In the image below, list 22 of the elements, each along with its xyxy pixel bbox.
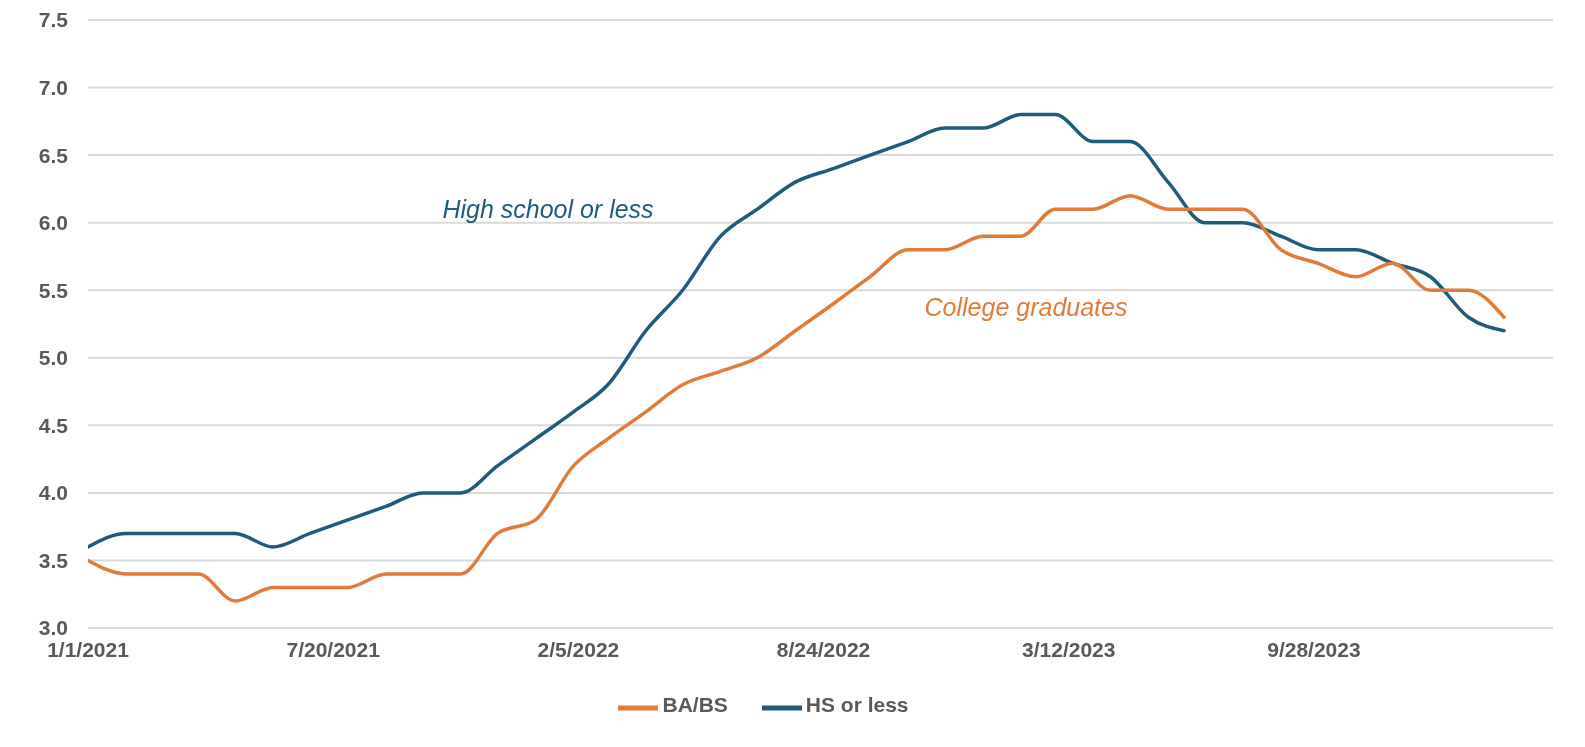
y-tick-label: 3.5: [38, 548, 69, 572]
line-series: [88, 112, 1506, 549]
legend-label: HS or less: [805, 693, 909, 717]
annotation: High school or less: [442, 195, 654, 223]
x-tick-label: 9/28/2023: [1267, 637, 1361, 661]
x-tick-label: 2/5/2022: [537, 637, 620, 661]
line-series: [88, 193, 1506, 603]
y-tick-label: 6.0: [38, 211, 68, 235]
y-tick-label: 4.0: [38, 481, 68, 505]
legend-label: BA/BS: [662, 693, 728, 717]
y-tick-label: 5.0: [38, 346, 68, 370]
y-tick-label: 6.5: [38, 143, 69, 167]
y-tick-label: 4.5: [38, 413, 69, 437]
x-tick-label: 3/12/2023: [1022, 637, 1116, 661]
y-tick-label: 3.0: [38, 616, 68, 640]
x-tick-label: 1/1/2021: [47, 637, 130, 661]
annotation: College graduates: [924, 293, 1128, 321]
x-tick-label: 8/24/2022: [776, 637, 871, 661]
y-tick-label: 5.5: [38, 278, 69, 302]
y-tick-label: 7.5: [38, 8, 69, 32]
y-tick-label: 7.0: [38, 76, 68, 100]
x-tick-label: 7/20/2021: [286, 637, 381, 661]
